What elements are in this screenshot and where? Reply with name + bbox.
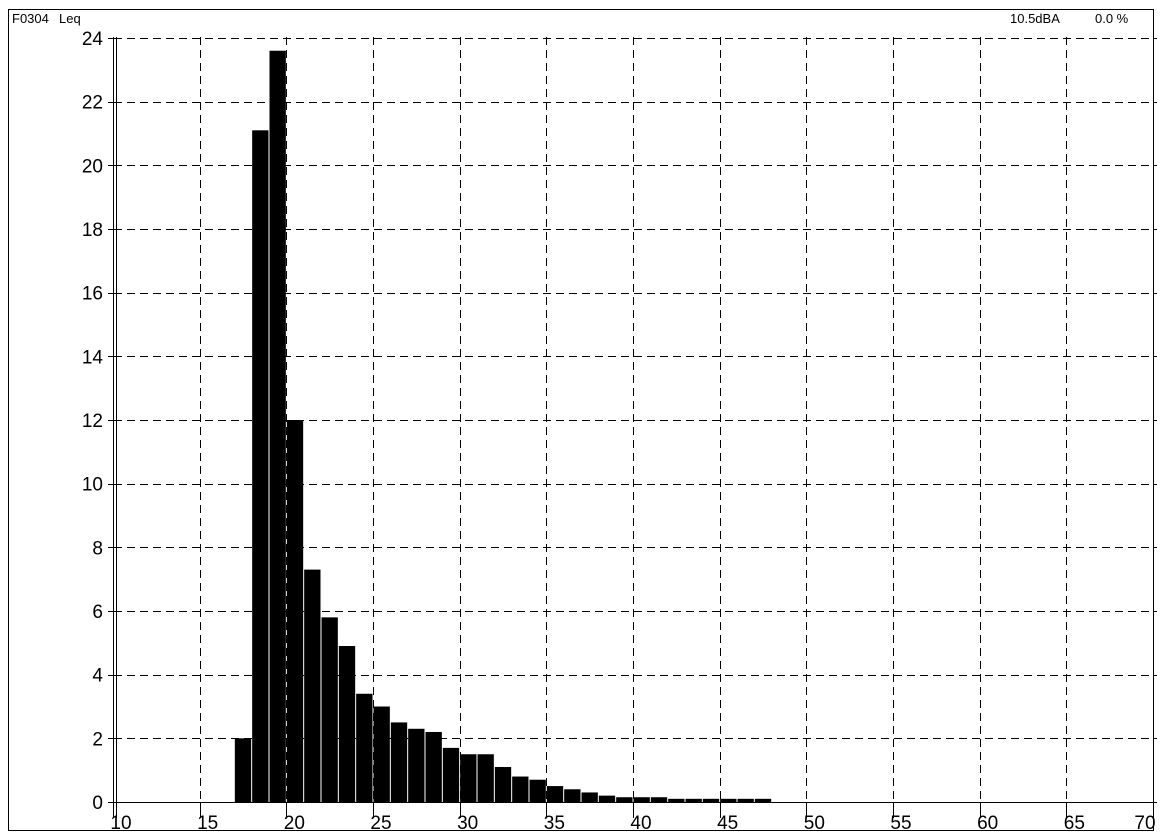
histogram-bar (304, 569, 321, 802)
x-tick-label: 45 (717, 813, 738, 834)
chart-header: F0304 Leq 10.5dBA 0.0 % (0, 0, 1163, 28)
histogram-bar (564, 789, 581, 802)
y-tick-label: 22 (82, 93, 103, 114)
x-tick-label: 55 (890, 813, 911, 834)
y-tick-label: 16 (82, 284, 103, 305)
y-tick-label: 18 (82, 220, 103, 241)
y-tick-label: 24 (82, 29, 104, 50)
axes (108, 37, 1157, 818)
histogram-bar (269, 50, 286, 802)
histogram-bar (390, 722, 408, 802)
histogram-bar (633, 797, 650, 802)
file-id-label: F0304 (12, 11, 49, 26)
x-tick-label: 70 (1134, 813, 1155, 834)
y-tick-label: 4 (92, 666, 103, 687)
histogram-bar (546, 786, 564, 802)
histogram-bar (338, 646, 356, 802)
histogram-bar (668, 798, 685, 802)
histogram-bar (737, 798, 754, 802)
histogram-bar (494, 766, 512, 802)
histogram-bar (720, 798, 737, 802)
histogram-bar (408, 728, 425, 802)
histogram-bar (598, 795, 616, 802)
histogram-bar (512, 776, 529, 802)
histogram-bar (442, 747, 460, 802)
percent-readout: 0.0 % (1095, 11, 1129, 26)
histogram-bar (685, 798, 702, 802)
x-tick-label: 30 (457, 813, 478, 834)
histogram-bar (286, 420, 304, 802)
histogram-bar (460, 754, 477, 802)
x-tick-label: 25 (370, 813, 391, 834)
x-tick-label: 65 (1064, 813, 1085, 834)
histogram-bar (754, 798, 772, 802)
histogram-bar (702, 798, 720, 802)
y-tick-label: 8 (92, 538, 103, 559)
y-tick-label: 2 (92, 729, 103, 750)
histogram-bar (356, 693, 373, 802)
y-tick-label: 12 (82, 411, 103, 432)
histogram-bars (234, 50, 772, 803)
y-tick-label: 0 (92, 793, 103, 814)
histogram-bar (373, 706, 390, 802)
level-readout: 10.5dBA (1010, 11, 1060, 26)
x-tick-label: 15 (197, 813, 218, 834)
y-tick-label: 14 (82, 347, 104, 368)
x-tick-label: 50 (804, 813, 825, 834)
x-tick-label: 10 (110, 813, 131, 834)
histogram-bar (616, 797, 633, 802)
parameter-label: Leq (59, 11, 81, 26)
x-tick-label: 60 (977, 813, 998, 834)
histogram-bar (425, 731, 442, 802)
histogram-bar (477, 754, 494, 802)
x-tick-label: 35 (544, 813, 565, 834)
y-tick-label: 6 (92, 602, 103, 623)
y-tick-label: 20 (82, 156, 103, 177)
histogram-bar (581, 792, 598, 802)
y-tick-label: 10 (82, 475, 103, 496)
histogram-bar (234, 738, 252, 802)
x-tick-labels: 10 15 20 25 30 35 40 45 50 55 60 65 70 (110, 813, 1155, 834)
histogram-bar (650, 797, 668, 802)
x-tick-label: 40 (630, 813, 651, 834)
x-tick-label: 20 (284, 813, 305, 834)
histogram-bar (252, 130, 269, 803)
histogram-bar (529, 779, 546, 802)
histogram-bar (321, 617, 338, 802)
